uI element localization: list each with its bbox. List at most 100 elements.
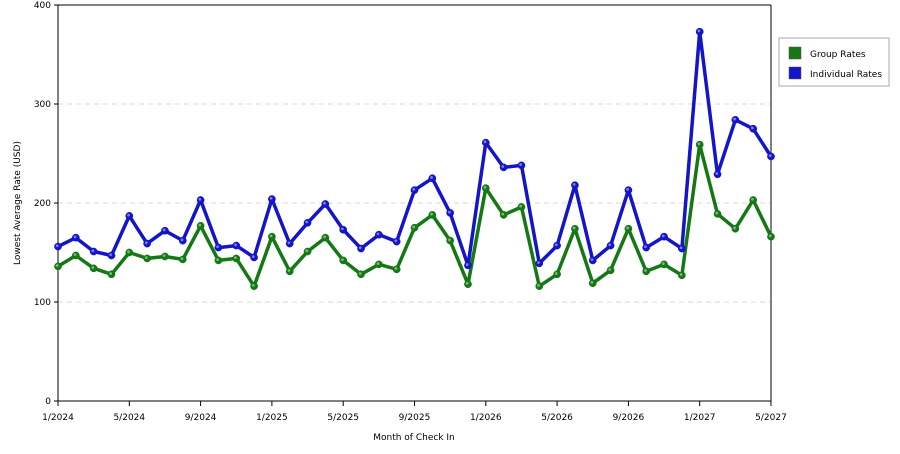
data-point-highlight bbox=[483, 140, 487, 144]
y-tick-label: 0 bbox=[45, 397, 51, 407]
data-point-highlight bbox=[608, 268, 612, 271]
data-point bbox=[339, 225, 348, 234]
data-point-highlight bbox=[626, 187, 629, 191]
data-point bbox=[624, 224, 633, 233]
data-point-highlight bbox=[608, 243, 612, 247]
data-point bbox=[481, 184, 490, 192]
data-point-highlight bbox=[644, 245, 647, 249]
data-point bbox=[125, 248, 134, 257]
data-point bbox=[71, 233, 80, 242]
x-tick-label: 5/2024 bbox=[113, 413, 145, 423]
data-point-highlight bbox=[733, 226, 736, 230]
data-point-highlight bbox=[198, 197, 202, 201]
data-point bbox=[285, 239, 294, 248]
data-point-highlight bbox=[323, 235, 326, 239]
data-point-highlight bbox=[251, 255, 255, 259]
data-point-highlight bbox=[358, 272, 362, 275]
data-point bbox=[196, 196, 205, 204]
data-point-highlight bbox=[55, 264, 59, 267]
data-point-highlight bbox=[697, 142, 701, 146]
data-point-highlight bbox=[447, 210, 451, 214]
data-point bbox=[392, 265, 401, 274]
data-point bbox=[357, 270, 365, 279]
data-point bbox=[446, 236, 454, 245]
data-point-highlight bbox=[234, 256, 237, 260]
data-point bbox=[161, 252, 169, 261]
data-point-highlight bbox=[73, 253, 77, 257]
series-area bbox=[54, 27, 775, 291]
axes: 0 100 200 300 400 1/2024 5/2024 9/2024 1/2025 5/2… bbox=[34, 1, 787, 423]
data-point-highlight bbox=[305, 220, 309, 224]
legend-label: Individual Rates bbox=[810, 70, 882, 80]
data-point bbox=[107, 251, 116, 260]
data-point-highlight bbox=[465, 281, 469, 285]
data-point-highlight bbox=[376, 232, 380, 236]
data-point bbox=[517, 161, 526, 170]
data-point-highlight bbox=[447, 238, 451, 242]
data-point-highlight bbox=[412, 225, 416, 229]
data-point-highlight bbox=[537, 261, 540, 264]
data-point-highlight bbox=[91, 266, 95, 269]
data-point bbox=[695, 27, 704, 36]
data-point bbox=[214, 256, 223, 265]
x-tick-label: 1/2027 bbox=[684, 413, 716, 423]
data-point-highlight bbox=[626, 226, 629, 230]
data-point-highlight bbox=[287, 241, 291, 245]
data-point bbox=[303, 247, 312, 256]
data-point-highlight bbox=[768, 154, 772, 158]
data-point-highlight bbox=[341, 258, 344, 262]
data-point bbox=[713, 170, 722, 179]
data-point bbox=[731, 224, 740, 233]
data-point-highlight bbox=[269, 234, 273, 238]
data-point-highlight bbox=[251, 283, 255, 287]
y-axis-title: Lowest Average Rate (USD) bbox=[13, 141, 23, 265]
data-point bbox=[268, 232, 276, 241]
data-point bbox=[410, 186, 419, 194]
data-point bbox=[321, 200, 330, 208]
data-point-highlight bbox=[572, 226, 576, 230]
data-point-highlight bbox=[394, 267, 398, 270]
x-tick-label: 5/2025 bbox=[327, 413, 359, 423]
data-point bbox=[54, 262, 62, 271]
data-point bbox=[624, 186, 633, 194]
legend-swatch bbox=[788, 66, 802, 80]
x-axis-title: Month of Check In bbox=[373, 433, 455, 443]
data-point-highlight bbox=[733, 117, 736, 121]
data-point bbox=[410, 223, 419, 232]
data-point bbox=[767, 232, 775, 241]
data-point bbox=[178, 236, 187, 245]
data-point-highlight bbox=[162, 228, 166, 232]
data-point bbox=[481, 138, 490, 147]
data-point-highlight bbox=[412, 187, 416, 191]
data-point bbox=[660, 260, 668, 269]
x-tick-label: 9/2025 bbox=[399, 413, 431, 423]
data-point bbox=[250, 282, 258, 291]
data-point bbox=[571, 181, 579, 190]
data-point bbox=[428, 211, 437, 219]
data-point bbox=[285, 267, 294, 276]
data-point-highlight bbox=[376, 262, 380, 265]
data-point bbox=[749, 196, 758, 204]
data-point bbox=[214, 243, 223, 252]
data-point-highlight bbox=[465, 263, 469, 266]
data-point bbox=[553, 241, 561, 250]
data-point-highlight bbox=[91, 249, 95, 253]
data-point bbox=[375, 260, 383, 269]
data-point-highlight bbox=[501, 212, 505, 216]
x-tick-label: 1/2025 bbox=[256, 413, 288, 423]
data-point-highlight bbox=[358, 246, 362, 250]
data-point bbox=[642, 243, 651, 252]
data-point bbox=[695, 140, 704, 149]
legend-swatch bbox=[788, 46, 802, 60]
data-point bbox=[107, 270, 116, 279]
x-tick-label: 5/2026 bbox=[541, 413, 573, 423]
data-point-highlight bbox=[554, 272, 558, 275]
data-point bbox=[713, 210, 722, 218]
data-point-highlight bbox=[572, 182, 576, 186]
data-point bbox=[642, 267, 651, 276]
data-point-highlight bbox=[287, 269, 291, 272]
data-point-highlight bbox=[430, 212, 433, 216]
data-point-highlight bbox=[198, 223, 202, 227]
